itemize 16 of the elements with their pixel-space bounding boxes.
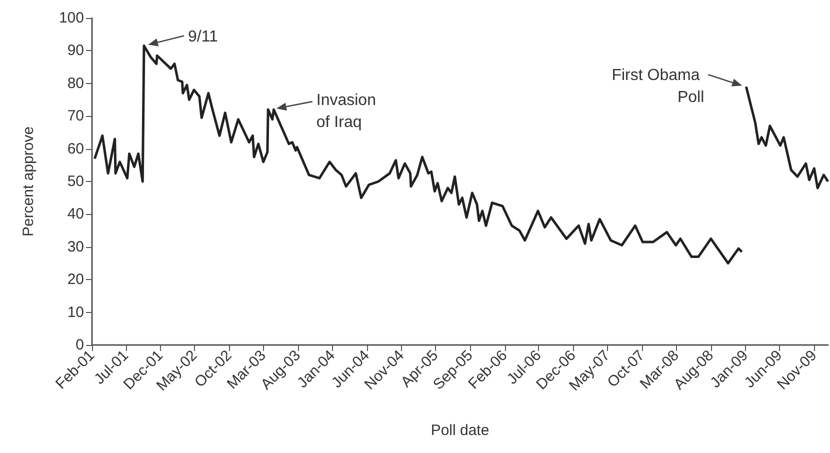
x-axis-title: Poll date xyxy=(430,422,490,439)
y-tick-label: 10 xyxy=(67,304,84,321)
y-tick-label: 0 xyxy=(76,336,84,354)
annotation: Invasion of Iraq xyxy=(316,92,380,132)
annotation: First Obama Poll xyxy=(612,67,704,106)
y-axis-title: Percent approve xyxy=(20,126,37,237)
y-tick-label: 80 xyxy=(67,74,84,92)
y-tick-label: 40 xyxy=(67,206,84,223)
y-tick-label: 50 xyxy=(67,173,84,190)
y-tick-label: 60 xyxy=(67,140,84,158)
y-tick-label: 30 xyxy=(67,238,84,256)
y-tick-label: 90 xyxy=(67,42,84,60)
y-tick-label: 100 xyxy=(58,10,84,26)
y-tick-label: 20 xyxy=(67,271,84,288)
annotation: 9/11 xyxy=(188,28,218,46)
y-tick-label: 70 xyxy=(67,108,84,125)
